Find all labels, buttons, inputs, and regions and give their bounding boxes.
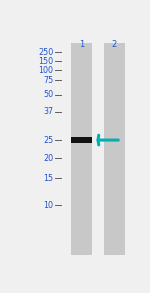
- Text: 20: 20: [44, 154, 54, 163]
- Text: 25: 25: [43, 136, 54, 144]
- Text: 2: 2: [111, 40, 117, 49]
- Bar: [104, 43, 124, 255]
- Text: 250: 250: [38, 47, 54, 57]
- Text: 75: 75: [43, 76, 54, 85]
- Text: 10: 10: [44, 201, 54, 210]
- Bar: [71, 43, 92, 255]
- Text: 15: 15: [44, 174, 54, 183]
- Text: 1: 1: [79, 40, 84, 49]
- Text: 37: 37: [44, 107, 54, 116]
- Bar: [71, 137, 92, 143]
- Text: 50: 50: [44, 91, 54, 99]
- Text: 150: 150: [39, 57, 54, 66]
- Text: 100: 100: [39, 66, 54, 75]
